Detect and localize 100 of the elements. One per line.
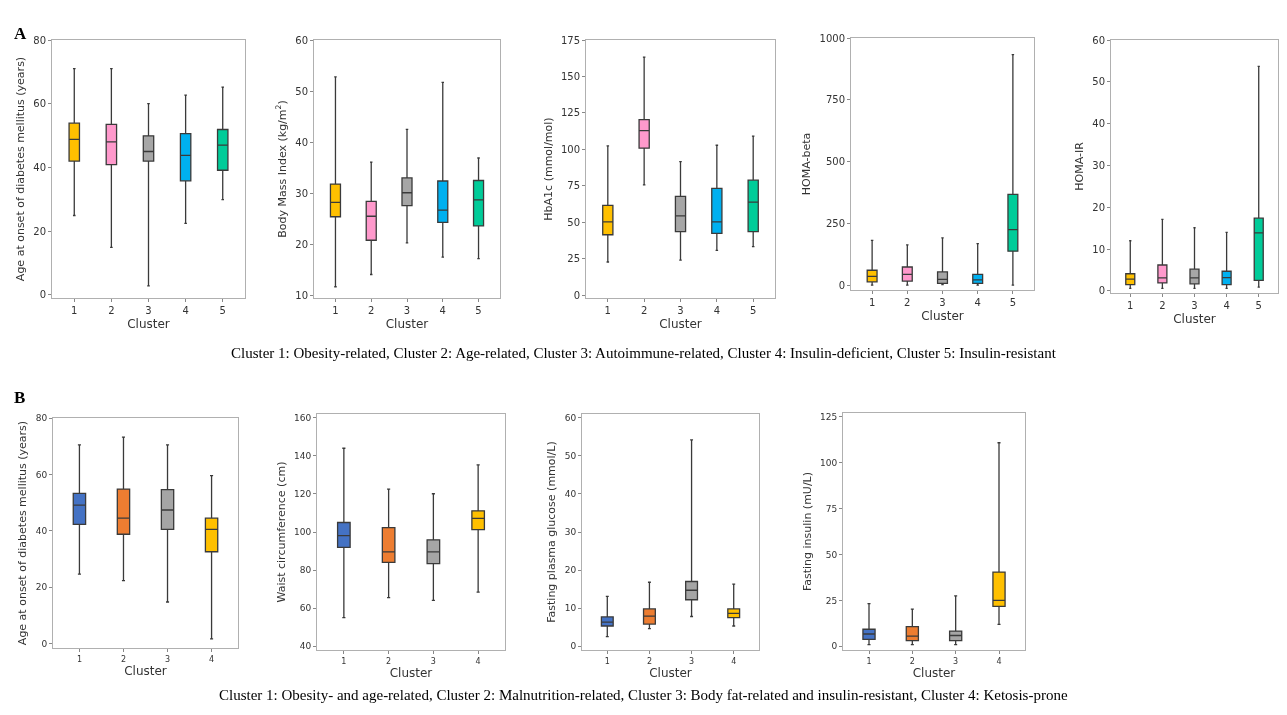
y-tick-label: 40	[35, 526, 48, 537]
x-axis-title: Cluster	[127, 316, 170, 331]
text: Cluster 1: Obesity-related, Cluster 2: Age-related, Cluster 3: Autoimmune-related, Cluster 4: Insulin-deficient, Cluster 5: Insulin-resistant	[231, 345, 1057, 361]
x-tick-label: 1	[332, 305, 339, 316]
text: B	[14, 388, 26, 407]
x-tick-label: 4	[475, 656, 481, 666]
y-axis-title: Fasting insulin (mU/L)	[800, 471, 814, 592]
y-tick-label: 0	[831, 641, 838, 652]
x-tick-label: 2	[1159, 300, 1166, 311]
y-tick-label: 500	[825, 156, 845, 168]
y-tick-label: 250	[825, 217, 845, 229]
y-tick-label: 25	[825, 595, 838, 606]
x-tick-label: 3	[145, 305, 152, 316]
x-tick-label: 1	[604, 656, 610, 666]
x-tick-label: 2	[640, 305, 648, 316]
y-axis-title: HOMA-beta	[800, 132, 814, 196]
y-tick-label: 0	[1098, 285, 1105, 297]
y-tick-label: 125	[560, 107, 580, 119]
y-tick-label: 20	[35, 582, 48, 593]
x-axis-title: Cluster	[659, 316, 702, 331]
x-tick-label: 1	[341, 656, 347, 666]
y-tick-label: 750	[825, 94, 845, 106]
y-tick-label: 20	[1092, 201, 1105, 213]
y-tick-label: 175	[560, 34, 580, 46]
y-tick-label: 30	[1092, 159, 1105, 171]
y-tick-label: 60	[295, 34, 308, 46]
y-tick-label: 20	[33, 225, 46, 237]
y-tick-label: 60	[35, 469, 48, 480]
y-tick-label: 120	[294, 489, 312, 500]
y-tick-label: 40	[1092, 118, 1105, 130]
y-tick-label: 75	[567, 180, 580, 192]
x-tick-label: 4	[713, 305, 721, 316]
x-tick-label: 3	[430, 656, 436, 666]
text: Cluster 1: Obesity- and age-related, Cluster 2: Malnutrition-related, Cluster 3: Body fat-related and insulin-resistant, Cluster 4: Ketosis-prone	[219, 687, 1068, 703]
y-tick-label: 0	[838, 279, 845, 291]
y-tick-label: 125	[820, 411, 838, 422]
x-axis-title: Cluster	[389, 666, 433, 681]
y-tick-label: 150	[560, 70, 580, 82]
y-tick-label: 0	[570, 641, 577, 652]
y-tick-label: 20	[564, 565, 577, 576]
y-axis-title: HOMA-IR	[1072, 141, 1086, 191]
y-tick-label: 60	[299, 603, 312, 614]
x-tick-label: 3	[403, 305, 411, 316]
y-tick-label: 0	[573, 289, 580, 301]
y-tick-label: 1000	[819, 32, 845, 44]
x-axis-title: Cluster	[649, 666, 692, 681]
y-axis-title: Age at onset of diabetes mellitus (years)	[13, 56, 27, 282]
y-tick-label: 10	[295, 289, 308, 301]
x-tick-label: 2	[120, 654, 127, 664]
y-tick-label: 50	[567, 216, 580, 228]
y-tick-label: 0	[41, 638, 48, 649]
x-tick-label: 3	[939, 297, 946, 308]
x-tick-label: 5	[475, 305, 482, 316]
y-tick-label: 100	[294, 527, 312, 538]
y-tick-label: 10	[564, 603, 577, 614]
y-tick-label: 20	[295, 238, 308, 250]
y-axis-title: HbA1c (mmol/mol)	[541, 117, 555, 221]
x-tick-label: 4	[182, 305, 189, 316]
x-tick-label: 2	[368, 305, 375, 316]
y-tick-label: 50	[825, 549, 838, 560]
y-tick-label: 140	[294, 451, 312, 462]
x-tick-label: 3	[1191, 300, 1198, 311]
x-tick-label: 4	[1223, 300, 1230, 311]
y-tick-label: 60	[1092, 34, 1105, 46]
x-tick-label: 2	[646, 656, 652, 666]
y-tick-label: 80	[299, 565, 312, 576]
x-tick-label: 3	[953, 656, 959, 666]
y-tick-label: 50	[564, 451, 577, 462]
y-tick-label: 80	[35, 413, 48, 424]
y-tick-label: 40	[299, 641, 312, 652]
y-tick-label: 40	[295, 136, 308, 148]
y-axis-title: Fasting plasma glucose (mmol/L)	[545, 441, 559, 623]
x-tick-label: 5	[1009, 297, 1017, 308]
x-tick-label: 4	[974, 297, 981, 308]
x-tick-label: 4	[731, 656, 737, 666]
y-tick-label: 60	[564, 412, 577, 423]
x-tick-label: 1	[866, 656, 872, 666]
x-tick-label: 1	[71, 305, 78, 316]
y-tick-label: 100	[820, 457, 838, 468]
x-axis-title: Cluster	[385, 316, 429, 331]
y-tick-label: 25	[567, 253, 580, 265]
y-tick-label: 30	[564, 527, 577, 538]
y-tick-label: 0	[39, 289, 46, 301]
y-tick-label: 100	[560, 143, 580, 155]
x-tick-label: 4	[439, 305, 446, 316]
x-axis-title: Cluster	[1173, 311, 1216, 326]
x-tick-label: 3	[689, 656, 695, 666]
x-tick-label: 2	[386, 656, 392, 666]
x-tick-label: 1	[868, 297, 876, 308]
x-tick-label: 2	[108, 305, 115, 316]
y-tick-label: 40	[564, 489, 577, 500]
y-tick-label: 60	[33, 98, 46, 110]
y-tick-label: 80	[33, 34, 46, 46]
x-tick-label: 3	[677, 305, 684, 316]
x-tick-label: 4	[209, 654, 215, 664]
y-tick-label: 160	[294, 412, 312, 423]
x-tick-label: 1	[76, 654, 82, 664]
x-tick-label: 1	[604, 305, 611, 316]
y-tick-label: 75	[825, 503, 838, 514]
x-tick-label: 4	[996, 656, 1002, 666]
